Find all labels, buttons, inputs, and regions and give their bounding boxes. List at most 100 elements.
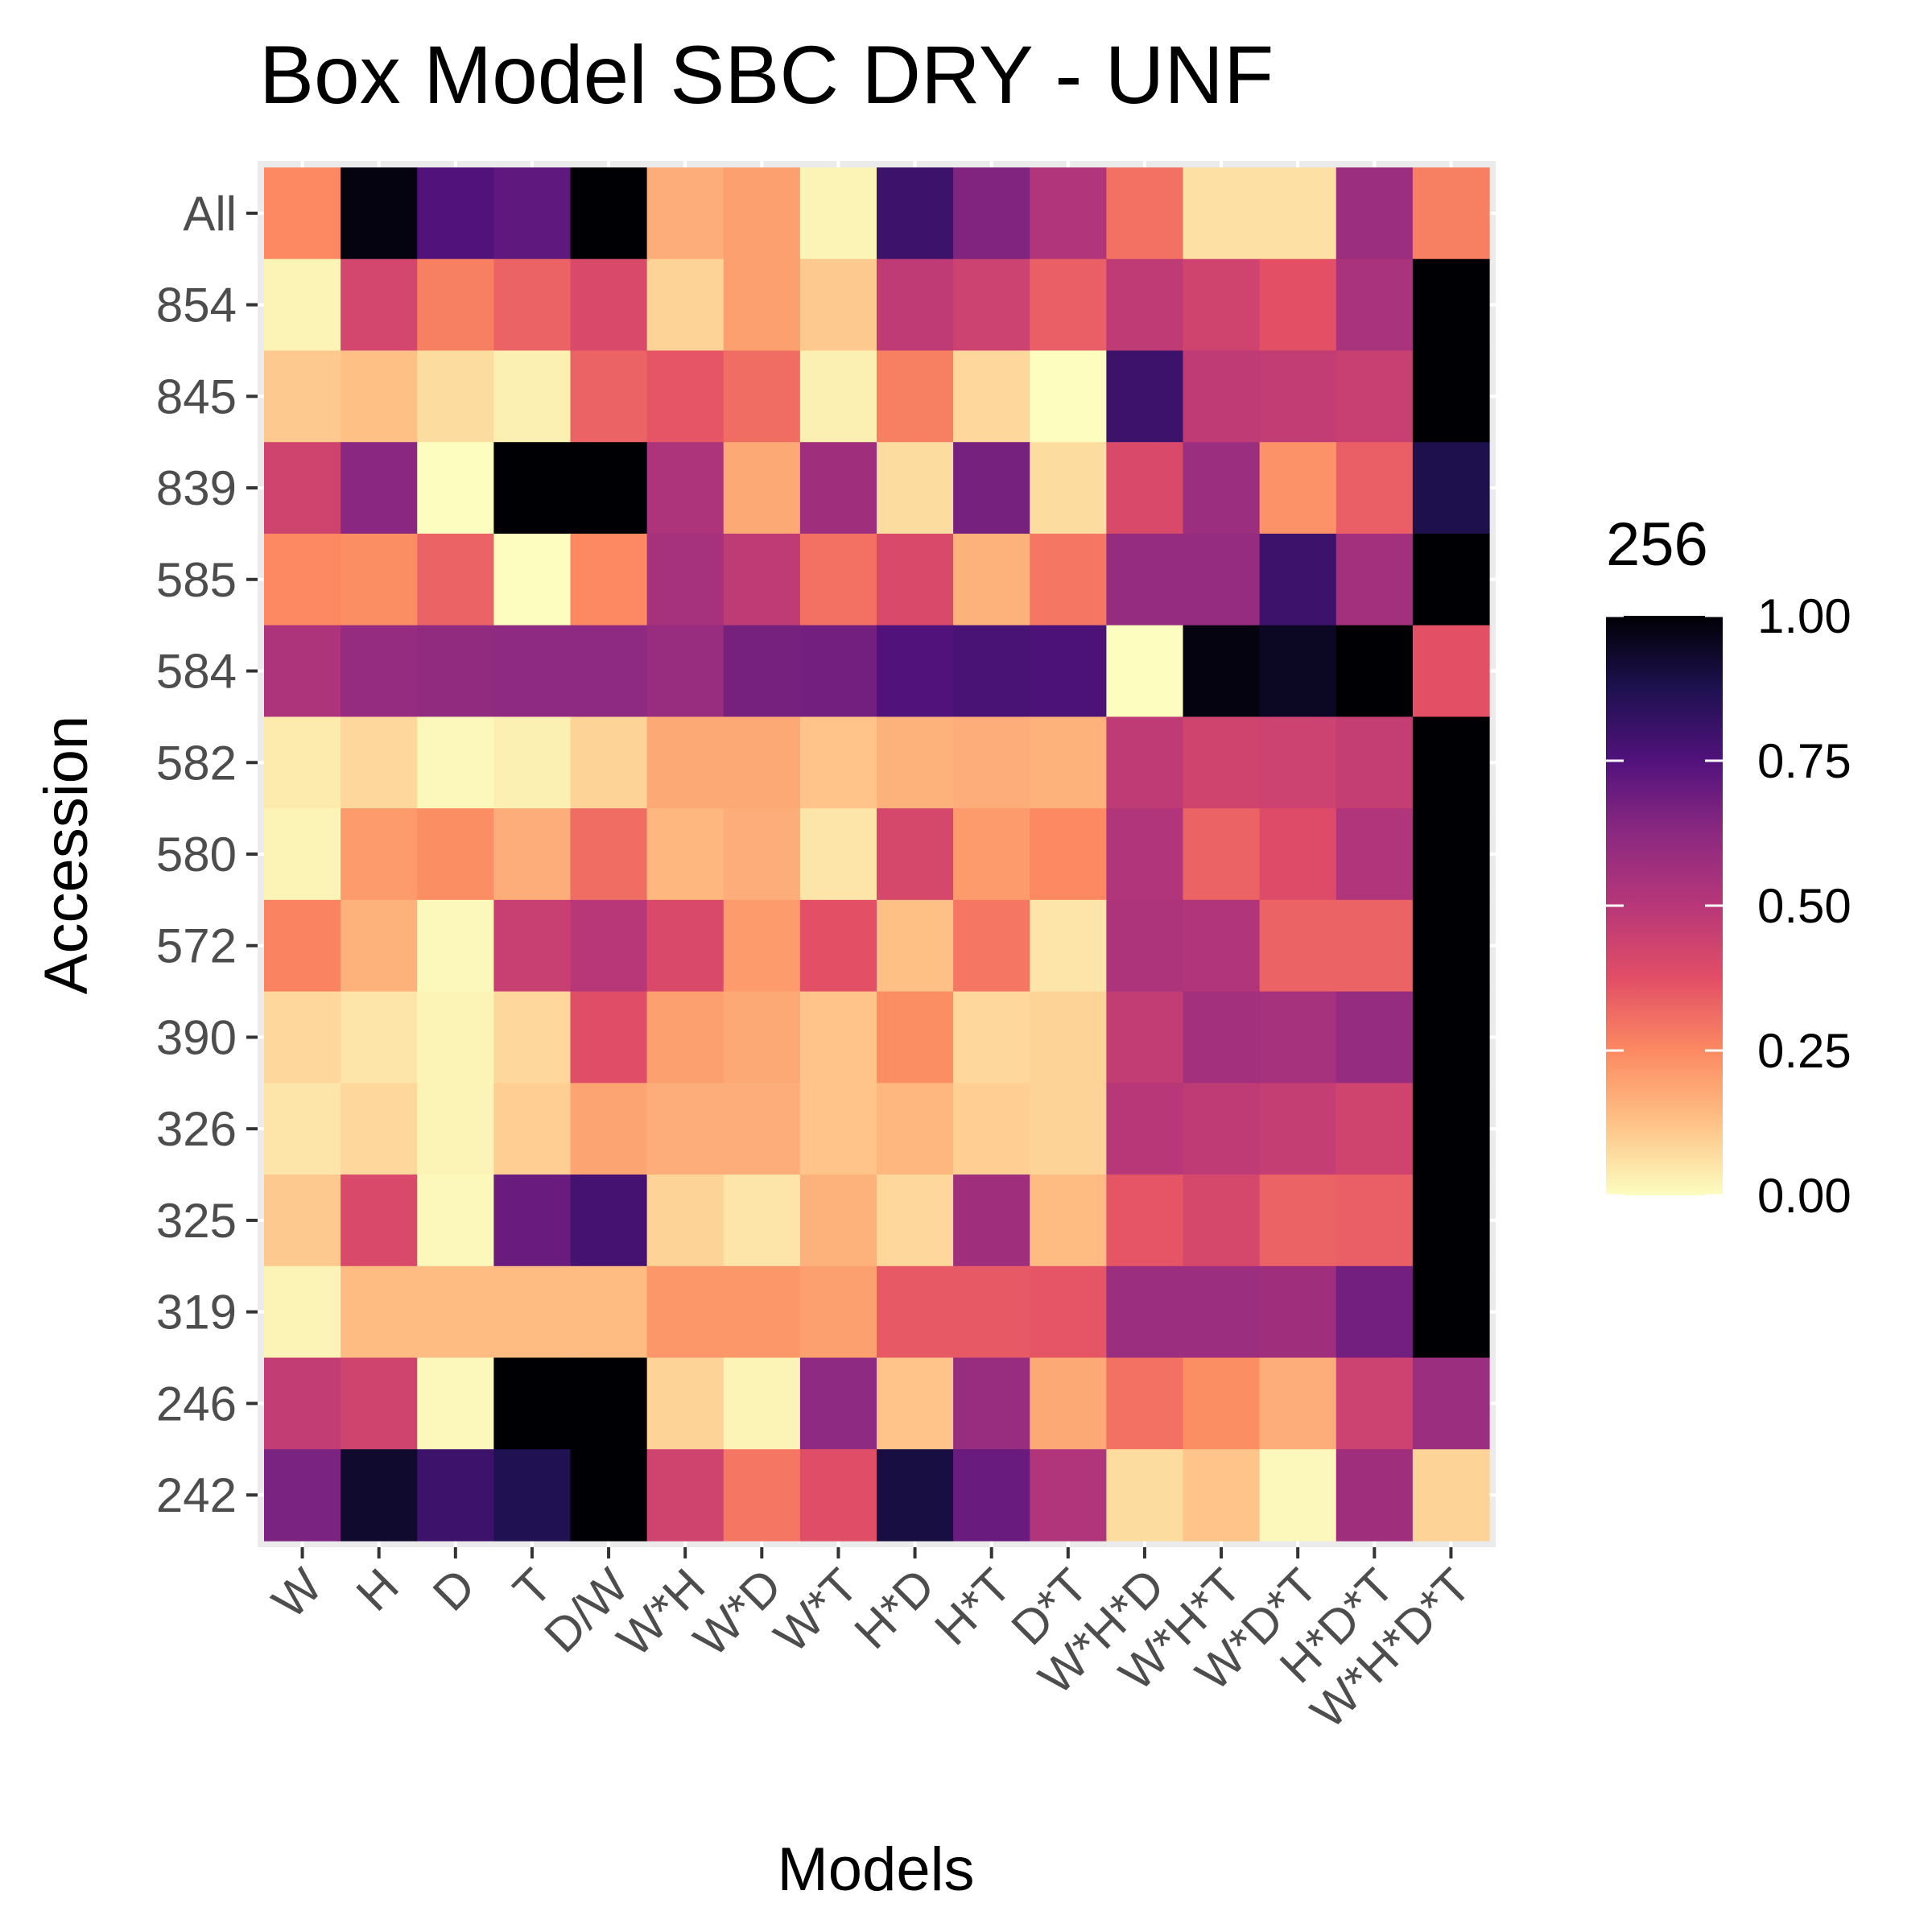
heatmap-cell [799, 1265, 877, 1359]
heatmap-cell [1259, 258, 1337, 352]
heatmap-cell [264, 1357, 341, 1450]
heatmap-cell [877, 1449, 954, 1542]
heatmap-cell [1335, 625, 1414, 717]
heatmap-cell [1335, 716, 1414, 809]
heatmap-cell [1106, 533, 1184, 626]
heatmap-cell [493, 1083, 572, 1175]
heatmap-cell [264, 716, 341, 809]
y-tick-label: 326 [156, 1102, 237, 1156]
heatmap-cell [646, 1174, 724, 1267]
heatmap-cell [646, 991, 724, 1084]
heatmap-cell [1183, 716, 1261, 809]
heatmap-cell [723, 533, 801, 626]
heatmap-cell [417, 1449, 494, 1542]
heatmap-cell [1106, 991, 1184, 1084]
heatmap-cell [493, 716, 572, 809]
heatmap-cell [417, 258, 494, 352]
heatmap-cell [570, 533, 648, 626]
heatmap-cell [1412, 1265, 1490, 1359]
heatmap-cell [1030, 899, 1107, 993]
heatmap-cell [341, 533, 418, 626]
heatmap-cell [417, 716, 494, 809]
heatmap-cell [953, 350, 1030, 443]
heatmap-cell [341, 899, 418, 993]
heatmap-cell [1259, 991, 1337, 1084]
heatmap-cell [1106, 808, 1184, 901]
heatmap-cell [953, 808, 1030, 901]
heatmap-cell [417, 1265, 494, 1359]
heatmap-cell [799, 167, 877, 260]
heatmap-cell [1183, 1449, 1261, 1542]
heatmap-cell [570, 625, 648, 717]
heatmap-cell [799, 899, 877, 993]
heatmap-cell [341, 808, 418, 901]
y-axis-title: Accession [32, 716, 101, 994]
y-tick-label: 584 [156, 645, 237, 699]
heatmap-cell [1106, 1357, 1184, 1450]
heatmap-cell [1106, 442, 1184, 535]
heatmap-cell [723, 625, 801, 717]
heatmap-cell [264, 258, 341, 352]
heatmap-cell [570, 1083, 648, 1175]
heatmap-cell [264, 442, 341, 535]
heatmap-cell [264, 1265, 341, 1359]
heatmap-cell [877, 1083, 954, 1175]
heatmap-cell [953, 625, 1030, 717]
heatmap-cell [877, 808, 954, 901]
heatmap-cell [1335, 258, 1414, 352]
heatmap-cell [264, 899, 341, 993]
y-tick-label: 390 [156, 1010, 237, 1064]
y-tick-label: 572 [156, 919, 237, 973]
heatmap-cell [877, 1265, 954, 1359]
heatmap-cell [723, 442, 801, 535]
heatmap-cell [264, 167, 341, 260]
heatmap-cell [646, 716, 724, 809]
color-legend: 256 0.00 0.25 0.50 0.75 1.00 [1606, 510, 1852, 1223]
heatmap-cell [1183, 442, 1261, 535]
heatmap-cell [799, 1357, 877, 1450]
heatmap-cell [1335, 808, 1414, 901]
heatmap-cell [953, 1449, 1030, 1542]
heatmap-cell [1259, 1174, 1337, 1267]
heatmap-cell [1412, 625, 1490, 717]
heatmap-cell [1030, 533, 1107, 626]
heatmap-cell [953, 442, 1030, 535]
x-axis: W H D TD/WW*HW*DW*TH*DH*TD*TW*H*DW*H*TW*D*T… [262, 1547, 1481, 1739]
heatmap-cell [646, 1083, 724, 1175]
heatmap-cell [1106, 1449, 1184, 1542]
heatmap-cell [1335, 1265, 1414, 1359]
heatmap-cell [877, 625, 954, 717]
heatmap-cell [723, 167, 801, 260]
y-tick-label: 325 [156, 1194, 237, 1248]
heatmap-cell [417, 1083, 494, 1175]
heatmap-cell [264, 350, 341, 443]
heatmap-cell [1259, 1449, 1337, 1542]
y-tick-label: 845 [156, 369, 237, 423]
colorbar [1606, 616, 1723, 1195]
heatmap-cell [723, 808, 801, 901]
heatmap-cell [417, 442, 494, 535]
heatmap-cells [264, 167, 1490, 1542]
heatmap-cell [799, 1083, 877, 1175]
heatmap-cell [953, 1083, 1030, 1175]
heatmap-cell [341, 991, 418, 1084]
heatmap-cell [1259, 1083, 1337, 1175]
y-tick-label: 242 [156, 1468, 237, 1522]
x-tick-label: W [262, 1558, 332, 1629]
heatmap-cell [953, 1265, 1030, 1359]
heatmap-cell [1412, 350, 1490, 443]
heatmap-cell [1412, 1083, 1490, 1175]
heatmap-cell [417, 625, 494, 717]
heatmap-cell [953, 1174, 1030, 1267]
heatmap-cell [264, 808, 341, 901]
legend-label: 0.75 [1757, 734, 1852, 788]
heatmap-cell [264, 1083, 341, 1175]
legend-label: 1.00 [1757, 589, 1852, 643]
heatmap-cell [341, 625, 418, 717]
heatmap-cell [1030, 442, 1107, 535]
heatmap-cell [877, 1174, 954, 1267]
heatmap-cell [877, 258, 954, 352]
heatmap-cell [953, 899, 1030, 993]
heatmap-cell [341, 716, 418, 809]
